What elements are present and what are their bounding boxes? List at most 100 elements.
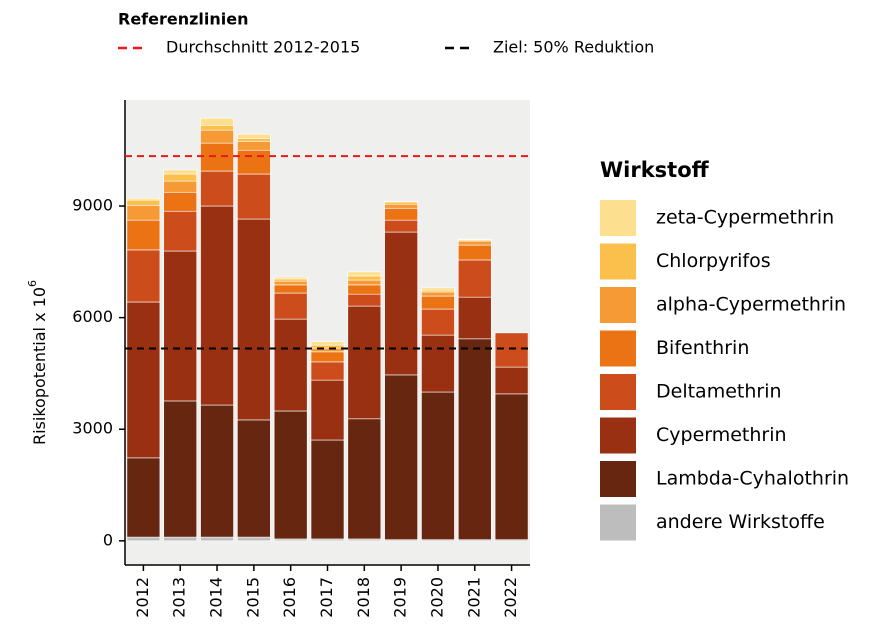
- reference-legend-title: Referenzlinien: [118, 10, 249, 29]
- legend-swatch: [600, 330, 636, 367]
- bar-segment: [347, 271, 382, 277]
- legend-label: zeta-Cypermethrin: [656, 207, 834, 229]
- bar-segment: [494, 366, 529, 395]
- bar-segment: [384, 200, 418, 203]
- bar-segment: [200, 205, 234, 406]
- bar-segment: [163, 173, 198, 182]
- bar-segment: [200, 117, 234, 126]
- bar-segment: [273, 284, 308, 294]
- bar-segment: [237, 419, 271, 538]
- x-tick-label: 2016: [280, 577, 299, 618]
- legend-label: Lambda-Cyhalothrin: [656, 468, 849, 490]
- reference-legend-label: Durchschnitt 2012-2015: [166, 38, 360, 57]
- bar-segment: [126, 204, 161, 221]
- bar-segment: [384, 203, 418, 209]
- y-tick-label: 6000: [72, 307, 113, 326]
- legend-label: alpha-Cypermethrin: [656, 294, 846, 316]
- bar-segment: [237, 140, 271, 151]
- bar-segment: [310, 439, 345, 540]
- bar-segment: [237, 133, 271, 139]
- bar-segment: [384, 374, 418, 541]
- legend-label: andere Wirkstoffe: [656, 511, 825, 533]
- bar-segment: [163, 191, 198, 212]
- x-tick-label: 2020: [427, 577, 446, 618]
- bar-segment: [421, 287, 455, 291]
- y-axis-label: Risikopotential x 106: [26, 280, 49, 445]
- x-tick-label: 2015: [243, 577, 262, 618]
- bar-segment: [273, 280, 308, 286]
- bar-segment: [457, 259, 492, 298]
- bar-segment: [273, 276, 308, 280]
- bar-segment: [421, 334, 455, 393]
- bar-segment: [200, 124, 234, 131]
- bar-segment: [384, 207, 418, 221]
- bar-segment: [237, 173, 271, 220]
- legend-swatch: [600, 504, 636, 541]
- legend-swatch: [600, 243, 636, 280]
- bar-segment: [163, 180, 198, 193]
- bar-segment: [126, 457, 161, 538]
- x-tick-label: 2019: [391, 577, 410, 618]
- y-tick-label: 9000: [72, 196, 113, 215]
- bar-segment: [347, 418, 382, 540]
- bar-segment: [126, 536, 161, 542]
- x-tick-label: 2022: [501, 577, 520, 618]
- bar-segment: [237, 536, 271, 542]
- legend-title: Wirkstoff: [600, 158, 710, 182]
- x-tick-label: 2017: [317, 577, 336, 618]
- bar-segment: [384, 231, 418, 376]
- bar-segment: [126, 199, 161, 206]
- bar-segment: [347, 275, 382, 281]
- bar-segment: [310, 341, 345, 346]
- bar-segment: [200, 404, 234, 538]
- legend-swatch: [600, 417, 636, 454]
- bar-segment: [163, 400, 198, 538]
- bar-segment: [347, 305, 382, 420]
- bar-segment: [273, 318, 308, 412]
- legend-swatch: [600, 461, 636, 497]
- bar-segment: [384, 219, 418, 233]
- bar-segment: [163, 250, 198, 402]
- x-tick-label: 2021: [464, 577, 483, 618]
- bar-segment: [384, 201, 418, 205]
- bar-segment: [126, 197, 161, 201]
- bar-segment: [163, 536, 198, 542]
- bar-segment: [126, 301, 161, 459]
- bar-segment: [273, 292, 308, 320]
- bar-segment: [421, 391, 455, 541]
- bar-segment: [494, 332, 529, 368]
- y-tick-label: 0: [103, 530, 113, 549]
- bar-segment: [200, 142, 234, 172]
- bar-segment: [200, 536, 234, 542]
- bar-segment: [457, 338, 492, 541]
- y-tick-label: 3000: [72, 419, 113, 438]
- x-tick-label: 2014: [207, 577, 226, 618]
- legend-swatch: [600, 287, 636, 323]
- x-tick-label: 2013: [170, 577, 189, 618]
- bar-segment: [421, 308, 455, 336]
- x-tick-label: 2012: [133, 577, 152, 618]
- bar-segment: [163, 169, 198, 175]
- bar-segment: [163, 210, 198, 252]
- bar-segment: [237, 149, 271, 175]
- bar-segment: [126, 249, 161, 303]
- bar-segment: [457, 244, 492, 261]
- bar-segment: [457, 238, 492, 241]
- bar-segment: [310, 379, 345, 441]
- legend-swatch: [600, 374, 636, 410]
- bar-segment: [347, 279, 382, 286]
- legend-label: Bifenthrin: [656, 337, 749, 359]
- bar-segment: [126, 219, 161, 251]
- legend-label: Cypermethrin: [656, 424, 787, 446]
- bar-segment: [200, 129, 234, 144]
- reference-legend-label: Ziel: 50% Reduktion: [493, 38, 654, 57]
- bar-segment: [273, 410, 308, 540]
- bar-segment: [457, 240, 492, 246]
- bar-segment: [421, 291, 455, 297]
- legend-label: Chlorpyrifos: [656, 250, 771, 272]
- bar-segment: [347, 284, 382, 295]
- y-axis-label-text: Risikopotential x 10: [30, 287, 49, 445]
- legend-swatch: [600, 200, 636, 236]
